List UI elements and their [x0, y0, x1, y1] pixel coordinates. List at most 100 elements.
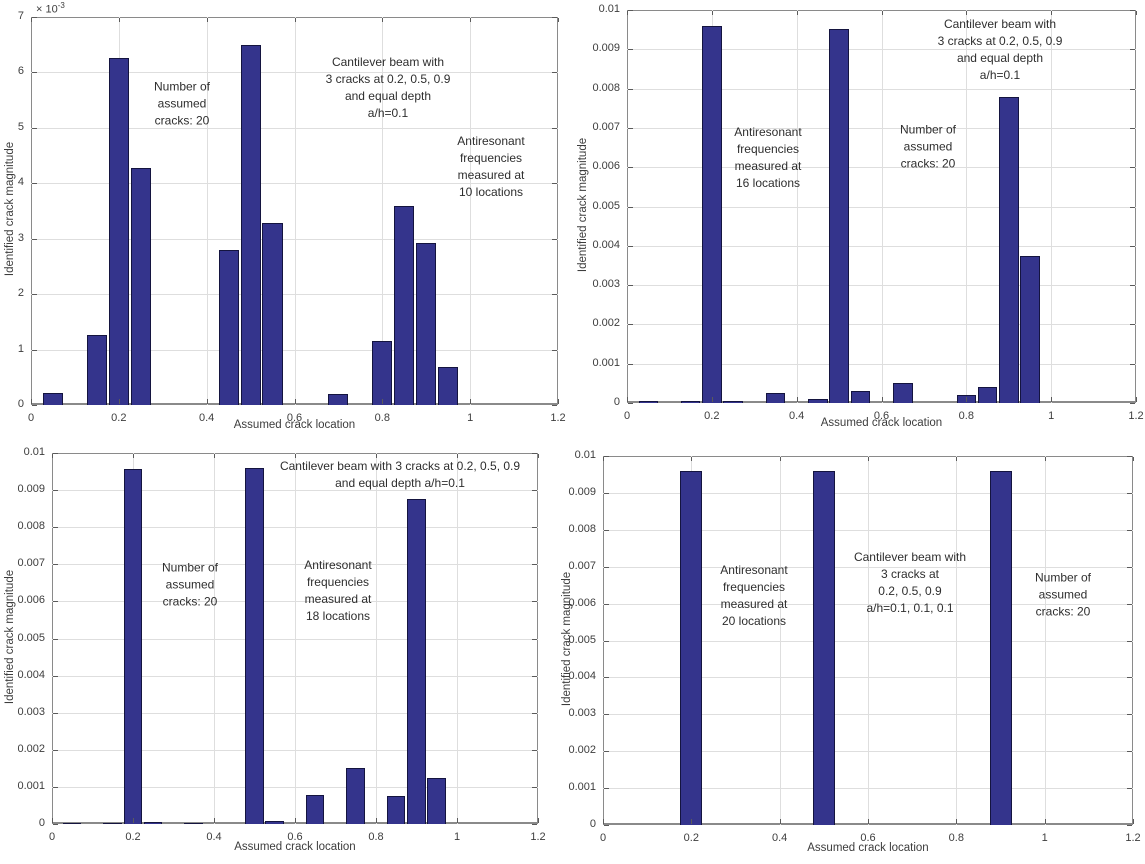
bar	[680, 401, 701, 403]
y-tick-mark	[552, 239, 557, 240]
y-tick-label: 0.007	[17, 557, 45, 570]
y-tick-mark	[604, 788, 609, 789]
y-tick-label: 0.009	[592, 42, 620, 55]
y-tick-mark	[1127, 751, 1132, 752]
x-tick-mark	[712, 397, 713, 402]
y-tick-mark	[628, 403, 633, 404]
x-tick-mark	[558, 399, 559, 404]
y-tick-mark	[604, 604, 609, 605]
y-tick-mark	[604, 751, 609, 752]
y-tick-label: 3	[17, 231, 24, 244]
bar	[977, 387, 998, 403]
bar	[240, 44, 261, 405]
y-tick-mark	[1130, 324, 1135, 325]
x-tick-mark	[1133, 457, 1134, 461]
bar	[130, 168, 151, 405]
x-tick-mark	[956, 457, 957, 461]
gridline-vertical	[966, 10, 967, 403]
y-tick-mark	[53, 713, 58, 714]
x-tick-mark	[603, 819, 604, 824]
y-axis-label: Identified crack magnitude	[4, 569, 16, 704]
bar	[386, 796, 406, 824]
y-tick-mark	[1127, 567, 1132, 568]
gridline-horizontal	[52, 713, 538, 714]
gridline-vertical	[214, 453, 215, 824]
gridline-vertical	[382, 17, 383, 405]
y-tick-mark	[1127, 825, 1132, 826]
gridline-horizontal	[627, 128, 1136, 129]
gridline-horizontal	[31, 350, 558, 351]
y-tick-label: 0	[17, 398, 24, 410]
x-tick-mark	[214, 454, 215, 458]
x-tick-mark	[295, 18, 296, 22]
y-tick-label: 0.002	[592, 317, 620, 330]
y-tick-label: 0.001	[592, 356, 620, 369]
gridline-vertical	[207, 17, 208, 405]
gridline-vertical	[295, 453, 296, 824]
x-tick-label: 1.2	[1128, 410, 1144, 422]
y-tick-mark	[1130, 89, 1135, 90]
y-tick-mark	[628, 246, 633, 247]
x-tick-mark	[538, 818, 539, 823]
bar	[394, 205, 415, 405]
x-tick-mark	[382, 399, 383, 404]
x-tick-mark	[207, 18, 208, 22]
gridline-horizontal	[603, 714, 1133, 715]
x-tick-mark	[780, 457, 781, 461]
y-tick-mark	[604, 825, 609, 826]
x-tick-mark	[691, 819, 692, 824]
annotation-measurement-locations: Antiresonant frequencies measured at 20 loc…	[720, 563, 788, 628]
y-tick-mark	[53, 639, 58, 640]
gridline-horizontal	[52, 750, 538, 751]
y-tick-label: 6	[17, 65, 24, 78]
x-tick-label: 0.8	[958, 410, 974, 422]
gridline-horizontal	[31, 72, 558, 73]
y-tick-mark	[532, 564, 537, 565]
gridline-horizontal	[627, 364, 1136, 365]
x-axis-label: Assumed crack location	[233, 419, 356, 431]
y-tick-mark	[604, 530, 609, 531]
bar	[62, 822, 82, 824]
annotation-beam-description: Cantilever beam with 3 cracks at 0.2, 0.5…	[937, 17, 1063, 82]
y-tick-mark	[53, 750, 58, 751]
y-axis-scale-label: × 10-3	[36, 1, 65, 16]
gridline-horizontal	[627, 246, 1136, 247]
gridline-horizontal	[52, 490, 538, 491]
y-tick-label: 0.008	[592, 81, 620, 94]
annotation-assumed-cracks: Number of assumed cracks: 20	[161, 560, 219, 609]
y-tick-mark	[552, 17, 557, 18]
gridline-horizontal	[31, 294, 558, 295]
x-tick-mark	[119, 399, 120, 404]
y-tick-label: 0.003	[568, 707, 596, 720]
gridline-vertical	[882, 10, 883, 403]
y-axis-label: Identified crack magnitude	[561, 571, 573, 706]
y-tick-mark	[1130, 207, 1135, 208]
y-tick-label: 0.006	[17, 594, 45, 607]
y-tick-label: 0.006	[568, 596, 596, 609]
y-tick-mark	[1130, 364, 1135, 365]
bar	[702, 25, 722, 403]
y-tick-label: 0.005	[592, 199, 620, 212]
y-tick-mark	[532, 453, 537, 454]
x-tick-label: 0.2	[111, 412, 127, 424]
gridline-horizontal	[627, 49, 1136, 50]
x-tick-label: 1.2	[1125, 832, 1141, 844]
y-tick-mark	[32, 72, 37, 73]
gridline-vertical	[376, 453, 377, 824]
y-tick-mark	[628, 364, 633, 365]
y-tick-mark	[604, 456, 609, 457]
x-tick-mark	[470, 18, 471, 22]
y-tick-mark	[32, 128, 37, 129]
bar	[812, 470, 835, 825]
y-tick-mark	[32, 183, 37, 184]
y-tick-mark	[628, 49, 633, 50]
x-tick-mark	[52, 818, 53, 823]
bar	[262, 223, 283, 405]
x-tick-mark	[966, 397, 967, 402]
y-tick-label: 0.007	[592, 120, 620, 133]
y-tick-mark	[32, 350, 37, 351]
y-tick-label: 5	[17, 120, 24, 133]
x-tick-mark	[295, 454, 296, 458]
x-tick-mark	[133, 454, 134, 458]
gridline-vertical	[868, 456, 869, 825]
